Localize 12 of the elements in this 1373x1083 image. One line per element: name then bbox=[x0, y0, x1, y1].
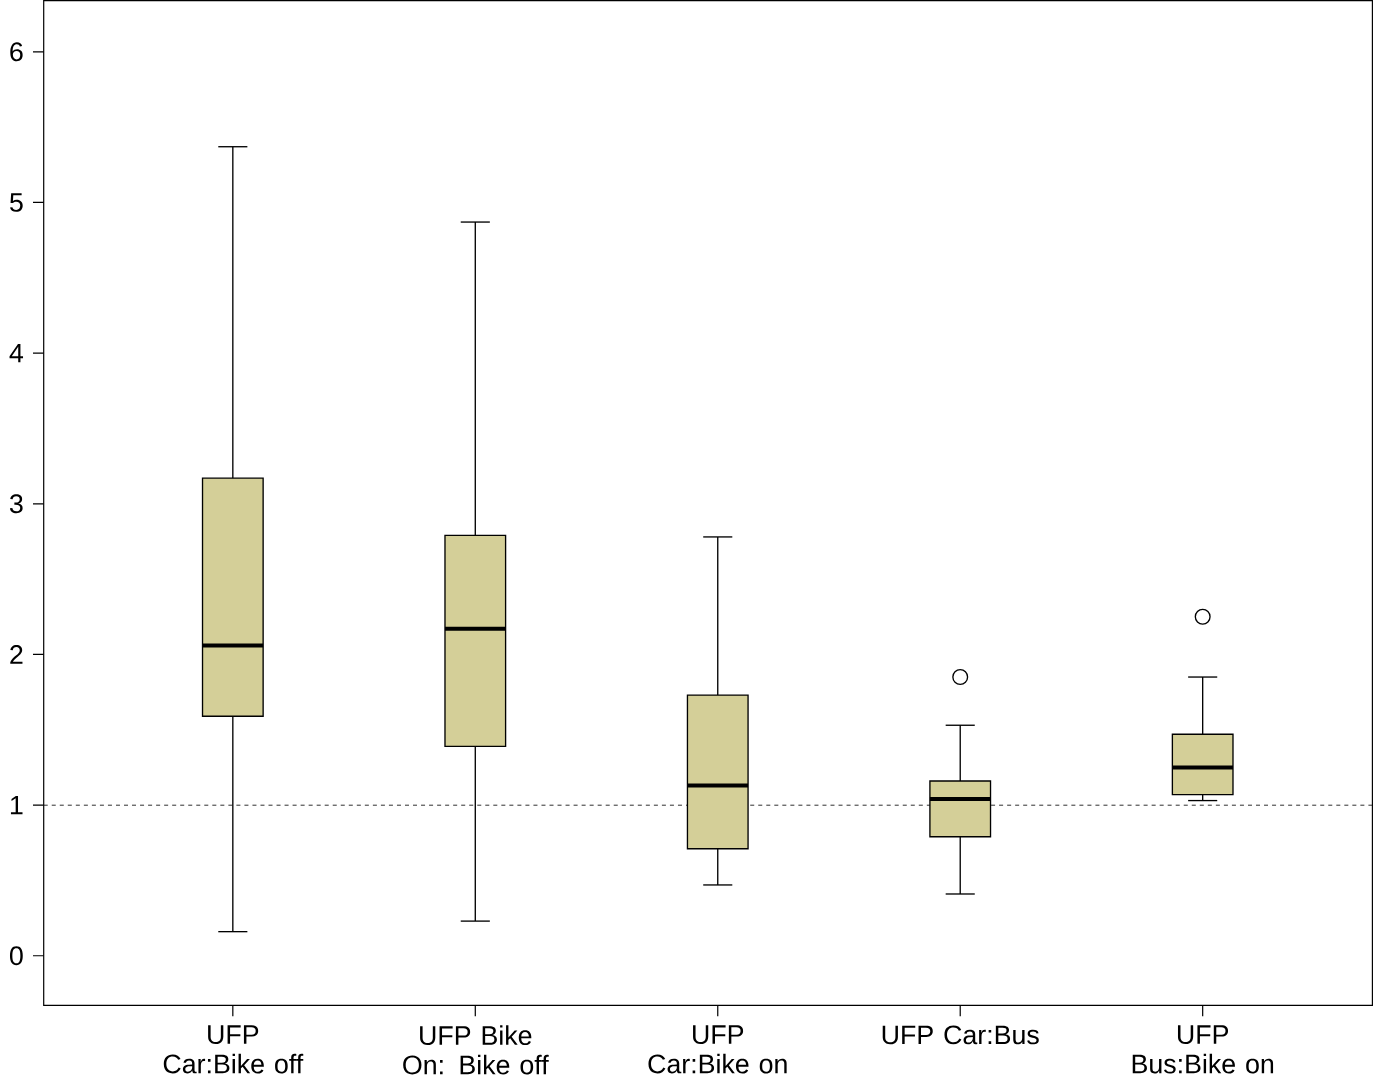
y-tick-label: 6 bbox=[10, 42, 23, 62]
x-tick-label: UFP Car:Bike on bbox=[648, 1025, 787, 1074]
x-tick-label: UFP Bus:Bike on bbox=[1132, 1025, 1274, 1074]
x-tick-label: UFP Car:Bus bbox=[882, 1025, 1039, 1045]
y-tick-label: 0 bbox=[9, 946, 23, 966]
y-tick-label: 2 bbox=[10, 644, 23, 664]
y-tick-label: 1 bbox=[10, 795, 23, 815]
y-tick-label: 4 bbox=[9, 343, 24, 363]
x-tick-label: UFP Car:Bike off bbox=[163, 1025, 304, 1074]
x-tick-label: UFP Bike On: Bike off bbox=[403, 1025, 549, 1075]
y-tick-label: 3 bbox=[9, 494, 23, 514]
y-tick-label: 5 bbox=[10, 192, 23, 212]
